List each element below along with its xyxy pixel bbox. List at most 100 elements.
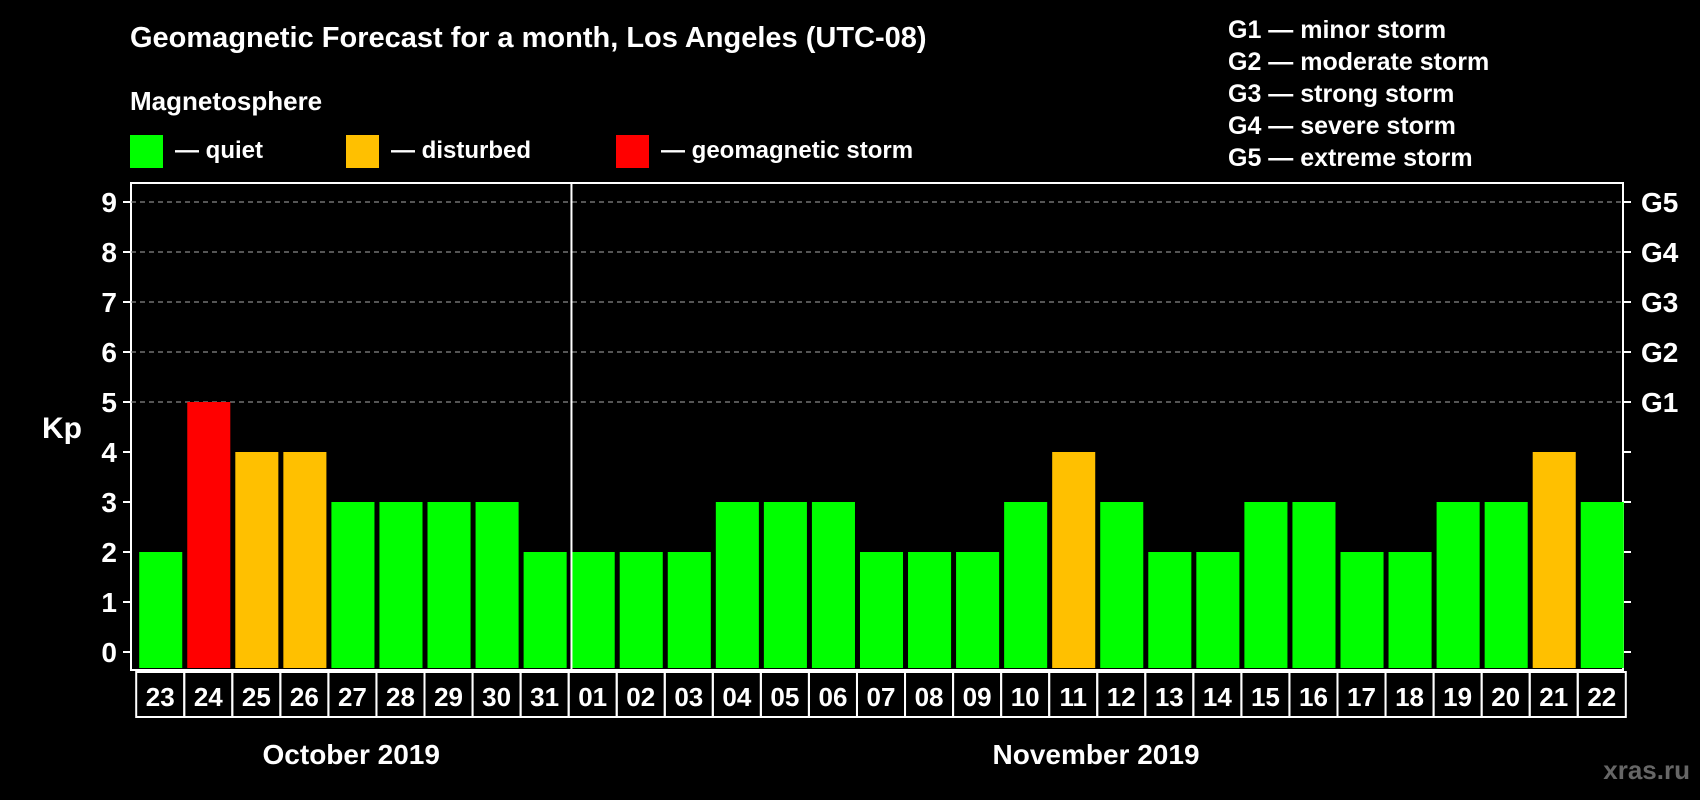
y-tick-label-2: 2 — [101, 537, 117, 568]
legend-quiet: — quiet — [130, 134, 263, 168]
x-tick-label-28: 20 — [1491, 682, 1520, 712]
g-label-g2: G2 — [1641, 337, 1678, 368]
watermark: xras.ru — [1603, 755, 1690, 785]
bar-14 — [1196, 552, 1240, 668]
y-tick-label-1: 1 — [101, 587, 117, 618]
g-scale-g5: G5 — extreme storm — [1228, 144, 1473, 172]
x-tick-label-18: 10 — [1011, 682, 1040, 712]
bar-20 — [1484, 502, 1528, 668]
chart-title: Geomagnetic Forecast for a month, Los An… — [130, 22, 927, 54]
bar-26 — [283, 452, 327, 668]
x-tick-label-17: 09 — [963, 682, 992, 712]
bar-16 — [1292, 502, 1336, 668]
x-tick-label-15: 07 — [867, 682, 896, 712]
y-tick-label-6: 6 — [101, 337, 117, 368]
x-tick-label-29: 21 — [1539, 682, 1568, 712]
y-tick-label-5: 5 — [101, 387, 117, 418]
y-tick-label-0: 0 — [101, 637, 117, 668]
bar-02 — [619, 552, 663, 668]
x-tick-label-27: 19 — [1443, 682, 1472, 712]
bar-05 — [763, 502, 807, 668]
g-scale-g1: G1 — minor storm — [1228, 16, 1447, 44]
legend-label-storm: — geomagnetic storm — [661, 137, 914, 164]
bar-10 — [1004, 502, 1048, 668]
bar-13 — [1148, 552, 1192, 668]
legend-label-disturbed: — disturbed — [391, 137, 532, 164]
x-tick-label-23: 15 — [1251, 682, 1280, 712]
g-label-g1: G1 — [1641, 387, 1678, 418]
y-tick-label-7: 7 — [101, 287, 117, 318]
x-tick-label-26: 18 — [1395, 682, 1424, 712]
x-tick-label-11: 03 — [674, 682, 703, 712]
x-cell-30 — [1576, 671, 1627, 718]
x-tick-label-25: 17 — [1347, 682, 1376, 712]
bar-21 — [1532, 452, 1576, 668]
y-tick-label-3: 3 — [101, 487, 117, 518]
x-tick-label-21: 13 — [1155, 682, 1184, 712]
x-tick-label-0: 23 — [146, 682, 175, 712]
x-tick-label-2: 25 — [242, 682, 271, 712]
bar-09 — [956, 552, 1000, 668]
g-scale-g4: G4 — severe storm — [1228, 112, 1456, 140]
x-tick-label-5: 28 — [386, 682, 415, 712]
month-label-1: November 2019 — [993, 739, 1200, 770]
x-tick-label-14: 06 — [818, 682, 847, 712]
bar-07 — [859, 552, 904, 668]
legend-swatch-storm — [616, 134, 649, 168]
bar-11 — [1052, 452, 1096, 668]
bar-12 — [1100, 502, 1144, 668]
bar-18 — [1388, 552, 1432, 668]
x-tick-label-6: 29 — [434, 682, 463, 712]
bar-03 — [667, 552, 711, 668]
g-label-g4: G4 — [1641, 237, 1679, 268]
y-tick-label-8: 8 — [101, 237, 117, 268]
x-tick-label-10: 02 — [626, 682, 655, 712]
y-tick-label-4: 4 — [101, 437, 117, 468]
bar-19 — [1436, 502, 1480, 668]
x-tick-label-12: 04 — [722, 682, 751, 712]
y-axis-label: Kp — [42, 412, 82, 445]
g-scale-g3: G3 — strong storm — [1228, 80, 1455, 108]
legend-swatch-disturbed — [346, 134, 379, 168]
bar-24 — [187, 402, 231, 668]
bar-22 — [1580, 502, 1624, 668]
x-tick-label-4: 27 — [338, 682, 367, 712]
bar-28 — [379, 502, 423, 668]
g-scale-g2: G2 — moderate storm — [1228, 48, 1490, 76]
bar-29 — [427, 502, 471, 668]
x-tick-label-7: 30 — [482, 682, 511, 712]
x-tick-label-16: 08 — [915, 682, 944, 712]
x-tick-label-22: 14 — [1203, 682, 1232, 712]
x-tick-label-20: 12 — [1107, 682, 1136, 712]
bar-17 — [1340, 552, 1384, 668]
bar-15 — [1244, 502, 1288, 668]
bar-27 — [331, 502, 375, 668]
x-tick-label-8: 31 — [530, 682, 559, 712]
x-tick-label-3: 26 — [290, 682, 319, 712]
x-tick-label-19: 11 — [1059, 682, 1087, 712]
plot-frame — [130, 182, 1624, 671]
x-tick-label-13: 05 — [770, 682, 799, 712]
x-tick-label-1: 24 — [194, 682, 223, 712]
x-tick-label-30: 22 — [1587, 682, 1616, 712]
bar-23 — [139, 552, 183, 668]
bar-08 — [908, 552, 952, 668]
legend-storm: — geomagnetic storm — [616, 134, 913, 168]
bar-01 — [571, 552, 615, 668]
bar-04 — [715, 502, 759, 668]
x-tick-label-9: 01 — [578, 682, 607, 712]
g-label-g5: G5 — [1641, 187, 1678, 218]
legend-swatch-quiet — [130, 134, 163, 168]
bar-25 — [235, 452, 279, 668]
bar-31 — [523, 552, 567, 668]
g-scale-legend: G1 — minor storm G2 — moderate storm G3 … — [1228, 14, 1489, 174]
y-tick-label-9: 9 — [101, 187, 117, 218]
legend-disturbed: — disturbed — [346, 134, 531, 168]
g-label-g3: G3 — [1641, 287, 1678, 318]
magnetosphere-label: Magnetosphere — [130, 86, 323, 116]
bar-30 — [475, 502, 519, 668]
bar-06 — [811, 502, 855, 668]
x-tick-label-24: 16 — [1299, 682, 1328, 712]
legend-label-quiet: — quiet — [175, 137, 263, 164]
